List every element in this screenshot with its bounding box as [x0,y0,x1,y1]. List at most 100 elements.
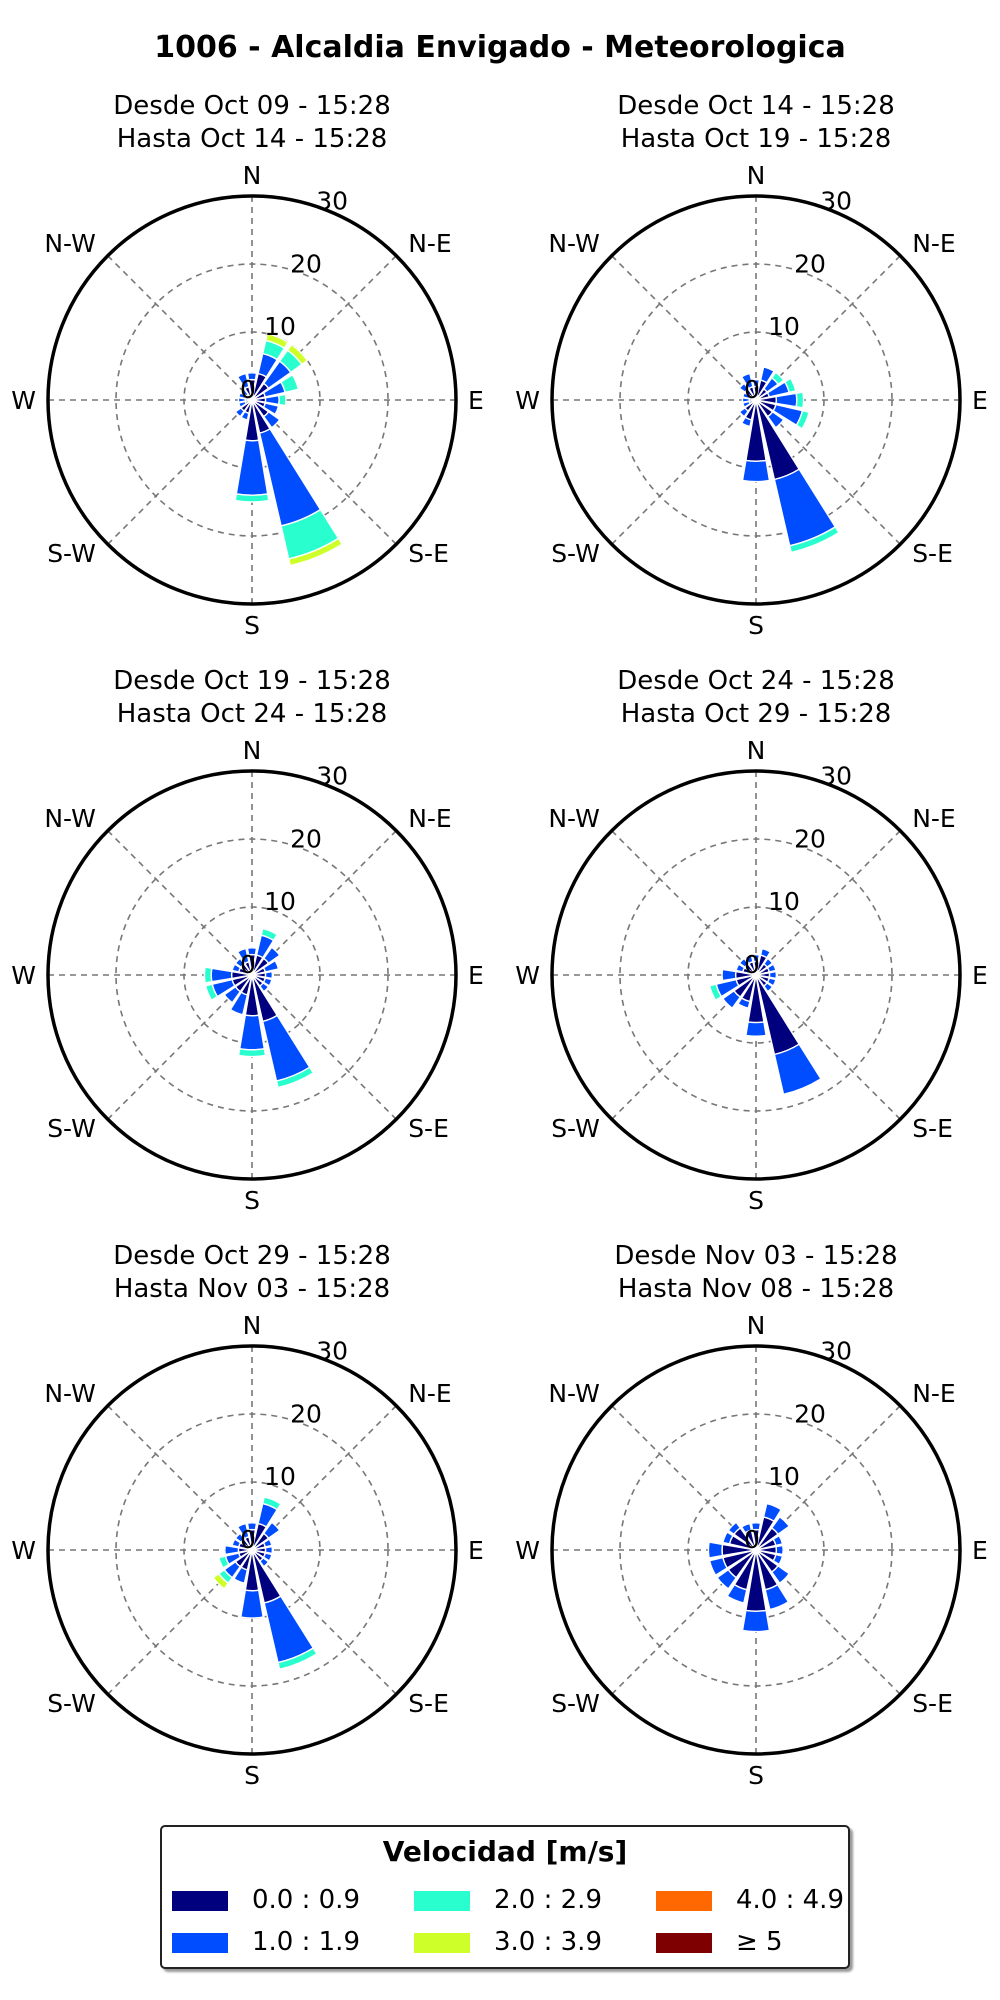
legend-swatch [656,1891,712,1911]
direction-label: N-W [548,804,599,833]
direction-label: W [11,386,36,415]
wind-bar-segment [239,387,250,398]
wind-bar-segment [770,1564,791,1585]
spoke-line [251,1549,397,1695]
direction-label: E [972,386,988,415]
direction-label: S-E [912,539,953,568]
wind-bar-segment [707,1541,724,1559]
direction-label: N-W [44,1379,95,1408]
spoke-line [755,830,901,976]
direction-label: W [515,1536,540,1565]
legend-title: Velocidad [m/s] [382,1835,628,1868]
panel-title-line2: Hasta Oct 19 - 15:28 [620,124,892,154]
windrose-panel-5: Desde Oct 29 - 15:28 Hasta Nov 03 - 15:2… [11,1240,484,1800]
legend-label: 1.0 : 1.9 [252,1927,360,1957]
legend-label: ≥ 5 [736,1927,783,1957]
legend-label: 2.0 : 2.9 [494,1885,602,1915]
wind-bar-segment [788,525,840,554]
radial-tick-label: 20 [794,824,826,853]
direction-label: S-W [47,1114,96,1143]
legend-swatch [414,1891,470,1911]
direction-label: N-E [912,1379,956,1408]
wind-bar-segment [773,1043,822,1096]
panel-title-line1: Desde Oct 24 - 15:28 [617,666,895,696]
wind-bar-segment [218,1555,230,1569]
ring-line [183,331,321,469]
legend-swatch [656,1933,712,1953]
outer-ring [550,1344,962,1756]
wind-bar-segment [236,1522,250,1540]
wind-bar-segment [258,427,322,527]
wind-bar-segment [770,371,785,386]
panel-title: Desde Nov 03 - 15:28 Hasta Nov 08 - 15:2… [526,1240,986,1306]
wind-bar-segment [770,1515,791,1536]
ring-line [115,838,389,1112]
direction-label: W [11,961,36,990]
spoke-line [611,255,757,401]
wind-bar-segment [237,400,248,409]
wind-bar-segment [234,1532,246,1544]
windrose-chart-4: 0 10 20 30 N N-E E S-E S S-W W N-W [515,736,988,1215]
direction-label: E [468,1536,484,1565]
panel-title: Desde Oct 24 - 15:28 Hasta Oct 29 - 15:2… [526,665,986,731]
wind-bar-segment [722,1531,734,1545]
wind-bar-segment [262,1552,273,1562]
wind-bar-segment [727,1521,742,1536]
direction-label: S-E [408,539,449,568]
wind-bar-segment [238,1014,266,1051]
radial-tick-label: 10 [264,312,296,341]
wind-bar-segment [738,957,750,969]
wind-bar-segment [262,946,281,965]
wind-bar-segment [223,985,242,1004]
radial-tick-label: 0 [744,1525,760,1554]
legend-swatch [414,1933,470,1953]
panel-title-line2: Hasta Oct 29 - 15:28 [620,699,892,729]
wind-bar-segment [246,947,258,956]
direction-label: N [243,161,262,190]
wind-bar-segment [258,1556,270,1568]
direction-label: S-W [551,1114,600,1143]
wind-bar-segment [236,372,250,390]
wind-bar-segment [261,1496,282,1511]
wind-bar-segment [246,1522,258,1531]
direction-label: S-E [912,1114,953,1143]
radial-tick-label: 0 [744,950,760,979]
spoke-line [611,399,757,545]
wind-bar-segment [264,970,274,980]
windrose-panel-3: Desde Oct 19 - 15:28 Hasta Oct 24 - 15:2… [11,665,484,1225]
wind-bar-segment [744,954,754,965]
direction-label: N-E [408,1379,452,1408]
wind-bar-segment [233,1566,249,1584]
wind-bar-segment [231,1538,242,1548]
wind-bar-segment [287,537,344,567]
panel-title-line1: Desde Nov 03 - 15:28 [614,1241,898,1271]
legend-label: 3.0 : 3.9 [494,1927,602,1957]
direction-label: N [747,161,766,190]
direction-label: N-E [408,804,452,833]
wind-bar-segment [751,953,761,963]
radial-tick-label: 0 [240,375,256,404]
radial-tick-label: 10 [264,1462,296,1491]
radial-tick-label: 10 [768,312,800,341]
wind-bar-segment [764,1583,790,1611]
wind-bar-segment [236,947,250,965]
ring-line [115,1413,389,1687]
radial-tick-label: 10 [264,887,296,916]
wind-bar-segment [277,1647,318,1671]
wind-bar-segment [716,1568,738,1590]
windrose-panel-2: Desde Oct 14 - 15:28 Hasta Oct 19 - 15:2… [515,90,988,650]
wind-bar-segment [237,396,247,404]
wind-bar-segment [772,1553,784,1566]
direction-label: N-E [408,229,452,258]
wind-bar-segment [262,410,281,429]
ring-line [687,1481,825,1619]
wind-bar-segment [275,1066,315,1089]
radial-tick-label: 30 [316,762,348,791]
direction-label: S [748,1186,764,1215]
wind-bar-segment [708,983,723,1002]
ring-line [183,906,321,1044]
radial-tick-label: 0 [744,375,760,404]
direction-label: N [243,1311,262,1340]
wind-bar-segment [277,393,287,407]
wind-bar-segment [204,983,219,1002]
